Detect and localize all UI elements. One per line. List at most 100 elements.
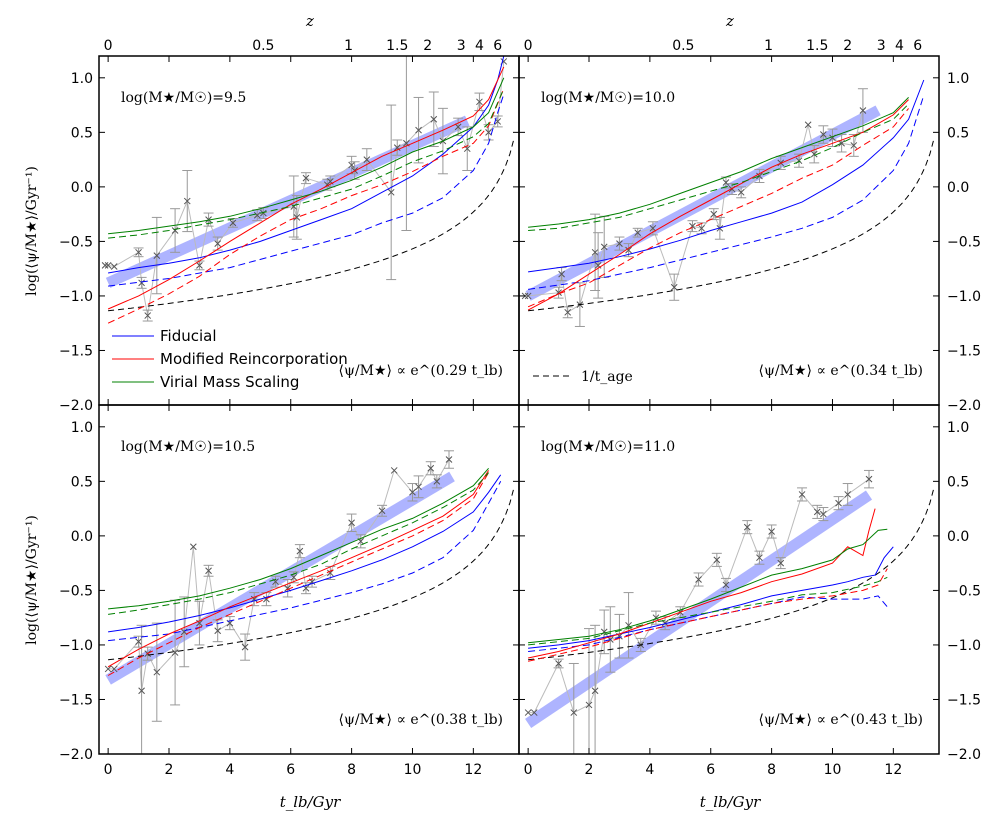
panel-frame bbox=[98, 404, 520, 755]
obs-point bbox=[632, 227, 643, 238]
obs-marker bbox=[768, 528, 775, 535]
obs-marker bbox=[326, 569, 334, 577]
obs-point bbox=[742, 520, 753, 535]
virial_mass_scaling-dashed-line bbox=[108, 88, 505, 239]
obs-marker bbox=[530, 709, 538, 716]
x-tick-label: 0 bbox=[524, 762, 533, 778]
y-axis-label-top: log(⟨ψ/M★⟩/Gyr⁻¹) bbox=[24, 166, 40, 296]
obs-marker bbox=[296, 547, 304, 555]
fit-band bbox=[525, 490, 873, 729]
obs-point bbox=[377, 504, 388, 517]
fiducial-dashed-line bbox=[108, 94, 505, 287]
obs-marker bbox=[810, 150, 818, 158]
mass-label: log(M★/M☉)=10.0 bbox=[541, 90, 675, 106]
obs-point bbox=[288, 175, 299, 238]
x-tick-label: 6 bbox=[286, 762, 295, 778]
y-axis-label-bottom: log(⟨ψ/M★⟩/Gyr⁻¹) bbox=[24, 515, 40, 645]
mass-label: log(M★/M☉)=10.5 bbox=[121, 439, 255, 455]
panel-4: 0 2 4 6 8 10 12 −2.0 −1.5 −1.0 −0.5 0.0 0.5 1.0 log(M★… bbox=[518, 404, 981, 778]
obs-point bbox=[614, 613, 625, 659]
virial_mass_scaling-dashed-line bbox=[108, 472, 489, 615]
obs-marker bbox=[104, 262, 112, 269]
x-tick-label: 2 bbox=[165, 762, 174, 778]
top-tick-label: 3 bbox=[457, 38, 466, 54]
x-tick-label: 0 bbox=[104, 762, 113, 778]
obs-marker bbox=[756, 172, 763, 180]
obs-point bbox=[300, 172, 311, 185]
obs-point bbox=[809, 144, 820, 164]
obs-marker bbox=[585, 701, 593, 709]
obs-point bbox=[104, 262, 112, 269]
obs-marker bbox=[290, 573, 298, 581]
obs-point bbox=[524, 292, 532, 300]
top-tick-label: 6 bbox=[913, 38, 922, 54]
obs-marker bbox=[135, 248, 142, 256]
fiducial-dashed-line bbox=[528, 95, 925, 290]
obs-point bbox=[212, 236, 223, 251]
obs-marker bbox=[110, 665, 118, 673]
fiducial-solid-line bbox=[108, 56, 505, 274]
obs-point bbox=[794, 153, 804, 168]
y-tick-label: −1.5 bbox=[59, 692, 93, 708]
obs-marker bbox=[196, 619, 203, 627]
obs-point bbox=[386, 104, 397, 281]
fit-label: ⟨ψ/M★⟩ ∝ e^(0.43 t_lb) bbox=[758, 712, 923, 728]
obs-marker bbox=[722, 581, 730, 589]
obs-point bbox=[754, 550, 765, 565]
y-tick-label: 0.0 bbox=[947, 180, 969, 196]
obs-point bbox=[593, 232, 604, 299]
obs-marker bbox=[153, 668, 161, 676]
x-axis-label-left: t_lb/Gyr bbox=[280, 793, 341, 811]
obs-marker bbox=[138, 687, 145, 695]
obs-point bbox=[524, 709, 532, 716]
modified_reincorporation-dashed-line bbox=[527, 568, 888, 662]
top-tick-label: 1.5 bbox=[806, 38, 828, 54]
fiducial-dashed-line bbox=[528, 595, 888, 652]
obs-marker bbox=[570, 709, 578, 716]
fiducial-dashed-line bbox=[108, 481, 502, 642]
obs-marker bbox=[390, 467, 398, 474]
plot-area bbox=[101, 56, 515, 324]
obs-marker bbox=[634, 229, 642, 237]
obs-marker bbox=[445, 456, 453, 463]
obs-point bbox=[428, 91, 439, 148]
obs-point bbox=[294, 544, 305, 559]
obs-point bbox=[521, 292, 529, 300]
modified_reincorporation-solid-line bbox=[527, 508, 876, 659]
virial_mass_scaling-solid-line bbox=[108, 77, 505, 235]
obs-point bbox=[864, 469, 874, 489]
top-tick-label: 1.5 bbox=[386, 38, 408, 54]
obs-marker bbox=[253, 211, 261, 219]
obs-marker bbox=[777, 559, 785, 567]
obs-point bbox=[431, 474, 442, 489]
obs-point bbox=[194, 600, 205, 646]
top-tick-label: 6 bbox=[493, 38, 502, 54]
fit-band bbox=[525, 105, 881, 301]
obs-marker bbox=[591, 248, 599, 256]
top-tick-label: 2 bbox=[843, 38, 852, 54]
obs-point bbox=[775, 557, 786, 570]
obs-marker bbox=[110, 263, 118, 270]
obs-marker bbox=[205, 567, 212, 575]
obs-point bbox=[614, 236, 625, 251]
obs-marker bbox=[415, 483, 422, 491]
obs-marker bbox=[214, 627, 222, 635]
obs-point bbox=[170, 208, 181, 253]
x-tick-label: 2 bbox=[585, 762, 594, 778]
obs-marker bbox=[104, 665, 112, 673]
obs-point bbox=[401, 56, 412, 231]
obs-marker bbox=[600, 243, 608, 251]
obs-point bbox=[669, 273, 680, 301]
obs-marker bbox=[865, 475, 873, 483]
y-tick-label: −0.5 bbox=[947, 583, 981, 599]
obs-marker bbox=[189, 543, 197, 551]
obs-marker bbox=[427, 464, 435, 472]
x-tick-label: 6 bbox=[706, 762, 715, 778]
obs-marker bbox=[348, 519, 355, 527]
obs-point bbox=[650, 610, 661, 625]
fiducial-solid-line bbox=[108, 474, 502, 633]
x-tick-label: 10 bbox=[404, 762, 422, 778]
mass-label: log(M★/M☉)=11.0 bbox=[541, 439, 675, 455]
obs-point bbox=[812, 504, 823, 519]
obs-marker bbox=[135, 638, 142, 646]
